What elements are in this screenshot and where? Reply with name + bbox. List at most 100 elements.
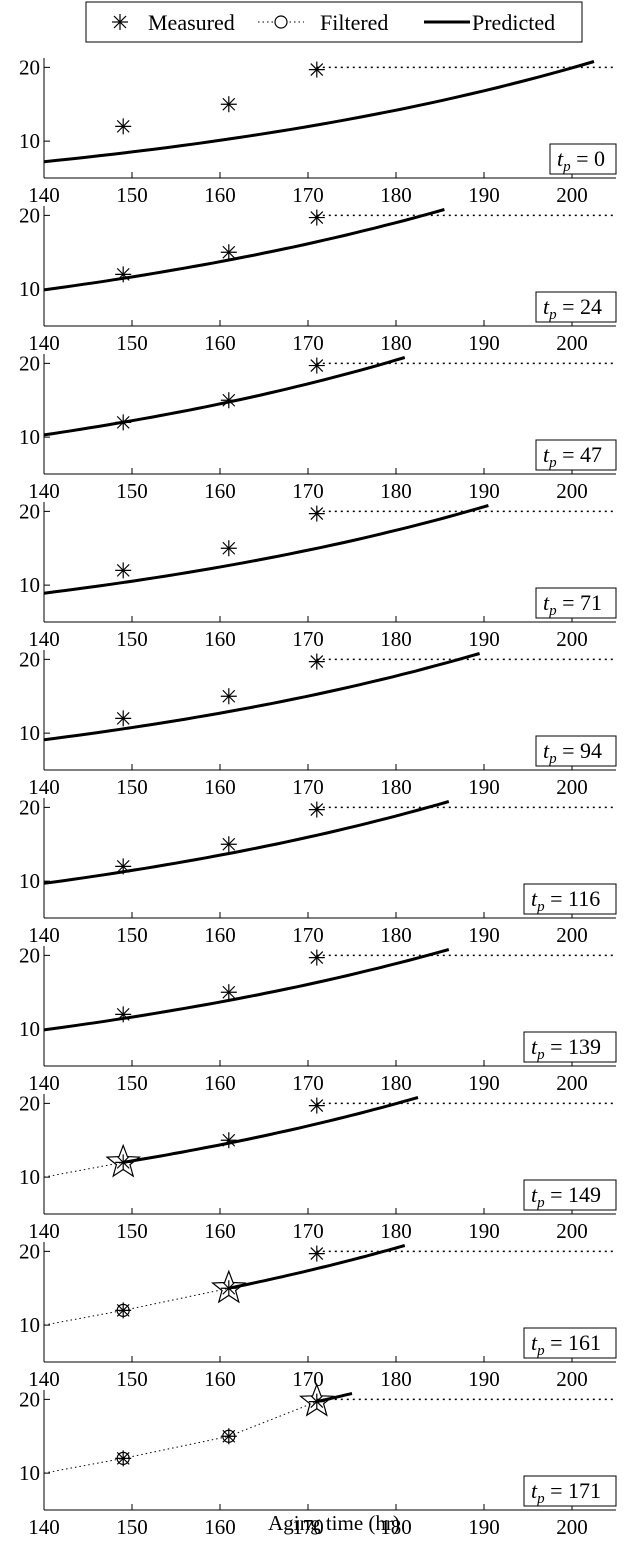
x-tick-label: 170: [292, 331, 324, 355]
tp-label: tp = 94: [543, 738, 602, 767]
measured-point: [220, 1428, 237, 1445]
x-tick-label: 160: [204, 331, 236, 355]
x-tick-label: 160: [204, 923, 236, 947]
measured-point: [220, 540, 237, 557]
tp-label-box: [549, 143, 617, 175]
x-tick-label: 200: [556, 923, 588, 947]
y-tick-label: 10: [19, 573, 40, 597]
x-tick-label: 160: [204, 1071, 236, 1095]
x-tick-label: 160: [204, 1367, 236, 1391]
measured-point: [220, 1280, 237, 1297]
x-tick-label: 170: [292, 479, 324, 503]
x-tick-label: 150: [116, 1515, 148, 1539]
y-tick-label: 10: [19, 129, 40, 153]
x-tick-label: 190: [468, 923, 500, 947]
x-tick-label: 140: [28, 479, 60, 503]
x-tick-label: 170: [292, 775, 324, 799]
x-tick-label: 200: [556, 1219, 588, 1243]
tp-label: tp = 139: [531, 1034, 601, 1063]
x-tick-label: 150: [116, 1219, 148, 1243]
tp-label: tp = 24: [543, 294, 602, 323]
measured-point: [220, 96, 237, 113]
predicted-curve: [43, 208, 445, 292]
measured-point: [308, 505, 325, 522]
x-tick-label: 160: [204, 775, 236, 799]
measured-point: [308, 357, 325, 374]
measured-point: [115, 414, 132, 431]
y-tick-label: 20: [19, 943, 40, 967]
panel-139: 10 20 140 150 160 170 180 190 200 tp = 139: [19, 943, 617, 1095]
x-tick-label: 140: [28, 1219, 60, 1243]
measured-point: [115, 1154, 132, 1171]
x-tick-label: 160: [204, 479, 236, 503]
measured-point: [115, 1302, 132, 1319]
x-tick-label: 140: [28, 1071, 60, 1095]
filtered-line: [43, 1401, 317, 1474]
panel-161: 10 20 140 150 160 170 180 190 200 tp = 161: [19, 1239, 617, 1391]
predicted-curve: [316, 1392, 353, 1404]
x-tick-label: 180: [380, 479, 412, 503]
measured-point: [115, 562, 132, 579]
tp-label-box: [523, 1475, 617, 1507]
panel-116: 10 20 140 150 160 170 180 190 200 tp = 116: [19, 795, 617, 947]
tp-label-box: [535, 587, 617, 619]
x-tick-label: 190: [468, 183, 500, 207]
x-tick-label: 190: [468, 775, 500, 799]
tp-label-box: [535, 735, 617, 767]
x-tick-label: 180: [380, 1071, 412, 1095]
x-tick-label: 150: [116, 627, 148, 651]
x-tick-label: 190: [468, 627, 500, 651]
x-tick-label: 200: [556, 627, 588, 651]
panel-149: 10 20 140 150 160 170 180 190 200 tp = 149: [19, 1091, 617, 1243]
x-tick-label: 140: [28, 923, 60, 947]
tp-label-box: [523, 1327, 617, 1359]
x-tick-label: 180: [380, 183, 412, 207]
y-tick-label: 20: [19, 499, 40, 523]
measured-point: [308, 1245, 325, 1262]
x-tick-label: 190: [468, 1071, 500, 1095]
x-tick-label: 170: [292, 1219, 324, 1243]
y-tick-label: 10: [19, 869, 40, 893]
x-tick-label: 160: [204, 183, 236, 207]
measured-point: [308, 653, 325, 670]
current-time-star: [298, 1382, 335, 1417]
predicted-curve: [122, 1096, 419, 1164]
legend-filtered-label: Filtered: [320, 10, 388, 35]
y-tick-label: 10: [19, 425, 40, 449]
x-tick-label: 180: [380, 331, 412, 355]
predicted-curve: [228, 1244, 406, 1290]
tp-label-box: [535, 291, 617, 323]
x-tick-label: 140: [28, 183, 60, 207]
x-tick-label: 190: [468, 331, 500, 355]
x-tick-label: 190: [468, 1219, 500, 1243]
legend-measured-marker: [112, 14, 128, 30]
filtered-line: [43, 1161, 124, 1178]
legend-predicted-label: Predicted: [472, 10, 555, 35]
x-axis-label: Aging time (hr): [268, 1511, 400, 1535]
x-tick-label: 170: [292, 1367, 324, 1391]
x-tick-label: 180: [380, 775, 412, 799]
tp-label-box: [523, 883, 617, 915]
measured-point: [220, 1132, 237, 1149]
measured-point: [115, 118, 132, 135]
tp-label-box: [523, 1031, 617, 1063]
y-tick-label: 20: [19, 647, 40, 671]
measured-point: [115, 266, 132, 283]
tp-label-box: [523, 1179, 617, 1211]
y-tick-label: 10: [19, 721, 40, 745]
legend-box: [85, 1, 583, 43]
x-tick-label: 140: [28, 1367, 60, 1391]
x-tick-label: 180: [380, 627, 412, 651]
tp-label-box: [535, 439, 617, 471]
measured-point: [308, 1393, 325, 1410]
y-tick-label: 10: [19, 1313, 40, 1337]
y-tick-label: 10: [19, 1461, 40, 1485]
measured-point: [308, 1097, 325, 1114]
legend-measured-label: Measured: [148, 10, 235, 35]
x-tick-label: 180: [380, 1367, 412, 1391]
y-tick-label: 20: [19, 351, 40, 375]
predicted-curve: [43, 948, 450, 1032]
x-tick-label: 200: [556, 1515, 588, 1539]
